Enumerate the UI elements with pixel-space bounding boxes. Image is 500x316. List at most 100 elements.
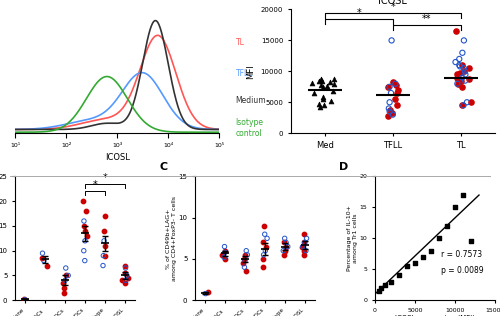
Point [435, 236, 443, 241]
Point [80, 218, 88, 223]
Point [403, 264, 411, 269]
Point [454, 81, 462, 86]
Point [221, 248, 229, 253]
Point [204, 289, 212, 295]
Y-axis label: % of CD49b+LAG+
among CD4+FoxP3- T cells: % of CD49b+LAG+ among CD4+FoxP3- T cells [166, 196, 177, 281]
Point [244, 252, 252, 257]
Point [262, 244, 270, 249]
Point [262, 248, 270, 253]
Point [60, 290, 68, 295]
Point [318, 77, 326, 82]
Title: ICOSL: ICOSL [378, 0, 408, 6]
Point [20, 297, 28, 302]
Point [392, 82, 400, 88]
Point [241, 252, 249, 257]
Point [456, 64, 464, 69]
Point [100, 253, 108, 258]
Point [298, 244, 306, 249]
Point [393, 90, 401, 95]
Point [21, 297, 29, 302]
Point [100, 243, 108, 248]
Point [386, 100, 394, 105]
Point [280, 236, 288, 241]
Point [310, 90, 318, 95]
Text: *: * [390, 2, 395, 12]
Point [81, 228, 89, 234]
Point [281, 248, 289, 253]
Point [465, 66, 473, 71]
Point [218, 252, 226, 257]
Point [40, 258, 48, 263]
Point [64, 273, 72, 278]
Point [385, 106, 393, 111]
Point [380, 282, 388, 287]
Point [459, 192, 467, 198]
Point [60, 280, 68, 285]
Point [460, 38, 468, 43]
Point [327, 99, 335, 104]
Point [387, 279, 395, 284]
Point [242, 269, 250, 274]
X-axis label: ICOSL: ICOSL [104, 154, 130, 162]
Point [260, 265, 268, 270]
Point [458, 75, 466, 80]
Point [320, 103, 328, 108]
Point [378, 285, 386, 290]
Point [60, 285, 68, 290]
Point [322, 84, 330, 89]
Point [220, 257, 228, 262]
Point [467, 239, 475, 244]
Y-axis label: Percentage of IL-10+
among Tr1 cells: Percentage of IL-10+ among Tr1 cells [348, 205, 358, 271]
Point [452, 72, 460, 77]
Text: *: * [102, 173, 108, 183]
Point [389, 80, 397, 85]
Point [99, 263, 107, 268]
Point [260, 252, 268, 257]
Point [121, 263, 129, 268]
Point [320, 85, 328, 90]
Point [240, 257, 248, 262]
Point [460, 69, 468, 74]
Point [301, 240, 309, 245]
Point [280, 252, 288, 257]
Point [259, 240, 267, 245]
Point [384, 84, 392, 89]
Point [120, 270, 128, 276]
Point [467, 100, 475, 105]
Text: p = 0.0089: p = 0.0089 [441, 266, 484, 275]
Point [419, 254, 427, 259]
Point [82, 233, 90, 238]
Point [300, 240, 308, 245]
Text: TFLL: TFLL [236, 69, 253, 78]
Point [458, 103, 466, 108]
Point [458, 84, 466, 89]
Point [316, 82, 324, 88]
Point [326, 80, 334, 85]
Text: TL: TL [236, 38, 244, 47]
Point [300, 252, 308, 257]
Point [386, 109, 394, 114]
Point [81, 258, 89, 263]
Point [388, 111, 396, 116]
Point [465, 76, 473, 81]
Point [280, 248, 287, 253]
Point [302, 236, 310, 241]
Text: *: * [92, 180, 98, 190]
Point [239, 261, 247, 266]
Point [298, 244, 306, 249]
Point [62, 273, 70, 278]
Point [220, 255, 228, 260]
Point [330, 82, 338, 87]
Point [282, 240, 290, 245]
Point [454, 81, 462, 86]
Point [395, 273, 403, 278]
Point [451, 205, 459, 210]
Text: Isotype
control: Isotype control [236, 118, 264, 138]
Point [124, 276, 132, 281]
Point [44, 263, 52, 268]
Point [458, 63, 466, 68]
Point [318, 97, 326, 102]
Text: Medium: Medium [236, 96, 266, 105]
Point [100, 238, 108, 243]
Point [280, 240, 288, 245]
